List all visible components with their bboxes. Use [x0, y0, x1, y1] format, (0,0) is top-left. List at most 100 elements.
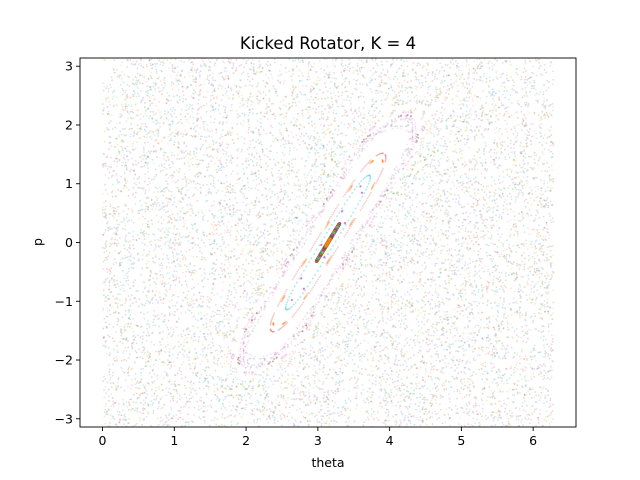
chaotic-orbit-point: [213, 229, 216, 232]
chaotic-orbit-point: [377, 177, 380, 179]
chaotic-orbit-point: [144, 217, 147, 220]
chaotic-orbit-point: [376, 374, 378, 377]
chaotic-orbit-point: [132, 60, 135, 63]
chaotic-orbit-point: [501, 82, 504, 84]
chaotic-orbit-point: [182, 133, 185, 136]
chaotic-orbit-point: [525, 242, 528, 245]
chaotic-orbit-point: [220, 233, 223, 236]
chaotic-orbit-point: [108, 395, 110, 397]
chaotic-orbit-point: [419, 424, 422, 427]
chaotic-orbit-point: [198, 304, 201, 306]
chaotic-orbit-point: [192, 80, 195, 83]
chaotic-orbit-point: [533, 81, 536, 84]
chaotic-orbit-point: [153, 281, 156, 283]
chaotic-orbit-point: [194, 243, 197, 246]
chaotic-orbit-point: [169, 137, 172, 140]
chaotic-orbit-point: [305, 132, 307, 135]
chaotic-orbit-point: [545, 410, 548, 412]
chaotic-orbit-point: [376, 212, 378, 215]
chaotic-orbit-point: [421, 271, 423, 273]
chaotic-orbit-point: [335, 248, 338, 251]
chaotic-orbit-point: [351, 220, 353, 223]
chaotic-orbit-point: [509, 142, 512, 145]
chaotic-orbit-point: [130, 345, 133, 348]
chaotic-orbit-point: [431, 179, 433, 182]
chaotic-orbit-point: [360, 129, 363, 132]
chaotic-orbit-point: [158, 204, 161, 207]
chaotic-orbit-point: [444, 314, 447, 317]
chaotic-orbit-point: [330, 80, 332, 83]
chaotic-orbit-point: [298, 306, 301, 309]
chaotic-orbit-point: [293, 238, 295, 240]
chaotic-orbit-point: [168, 351, 171, 353]
chaotic-orbit-point: [490, 389, 493, 392]
chaotic-orbit-point: [498, 216, 500, 219]
chaotic-orbit-point: [490, 370, 493, 372]
chaotic-orbit-point: [410, 288, 413, 291]
chaotic-orbit-point: [331, 333, 334, 336]
chaotic-orbit-point: [532, 388, 534, 391]
chaotic-orbit-point: [288, 172, 290, 175]
chaotic-orbit-point: [188, 406, 191, 409]
chaotic-orbit-point: [533, 270, 536, 272]
chaotic-orbit-point: [304, 417, 307, 419]
chaotic-orbit-point: [421, 128, 424, 131]
chaotic-orbit-point: [172, 255, 175, 257]
chaotic-orbit-point: [334, 59, 337, 62]
chaotic-orbit-point: [486, 168, 489, 170]
chaotic-orbit-point: [294, 344, 297, 347]
chaotic-orbit-point: [451, 273, 454, 275]
chaotic-orbit-point: [116, 303, 119, 305]
chaotic-orbit-point: [266, 230, 269, 233]
chaotic-orbit-point: [495, 382, 498, 385]
chaotic-orbit-point: [250, 395, 252, 397]
chaotic-orbit-point: [212, 85, 215, 88]
chaotic-orbit-point: [159, 269, 162, 272]
chaotic-orbit-point: [369, 211, 372, 213]
chaotic-orbit-point: [491, 348, 494, 351]
chaotic-orbit-point: [520, 111, 523, 113]
chaotic-orbit-point: [512, 302, 514, 304]
chaotic-orbit-point: [476, 234, 479, 237]
chaotic-orbit-point: [379, 279, 381, 282]
chaotic-orbit-point: [491, 367, 493, 370]
chaotic-orbit-point: [276, 227, 279, 230]
chaotic-orbit-point: [305, 232, 308, 234]
chaotic-orbit-point: [362, 167, 365, 170]
chaotic-orbit-point: [308, 365, 310, 368]
chaotic-orbit-point: [351, 269, 354, 272]
chaotic-orbit-point: [124, 91, 126, 94]
chaotic-orbit-point: [125, 349, 128, 352]
chaotic-orbit-point: [467, 248, 470, 251]
chaotic-orbit-point: [273, 58, 276, 61]
chaotic-orbit-point: [465, 211, 468, 214]
chaotic-orbit-point: [449, 141, 451, 143]
chaotic-orbit-point: [428, 130, 431, 133]
chaotic-orbit-point: [462, 282, 464, 285]
chaotic-orbit-point: [103, 251, 106, 254]
chaotic-orbit-point: [493, 128, 496, 131]
chaotic-orbit-point: [301, 264, 304, 267]
chaotic-orbit-point: [147, 412, 150, 415]
chaotic-orbit-point: [308, 292, 311, 294]
chaotic-orbit-point: [223, 362, 226, 365]
chaotic-orbit-point: [483, 152, 486, 155]
chaotic-orbit-point: [542, 215, 545, 218]
chaotic-orbit-point: [211, 272, 214, 275]
chaotic-orbit-point: [399, 389, 402, 392]
chaotic-orbit-point: [280, 418, 283, 420]
chaotic-orbit-point: [127, 374, 130, 377]
chaotic-orbit-point: [363, 113, 365, 116]
chaotic-orbit-point: [303, 261, 306, 264]
chaotic-orbit-point: [512, 369, 515, 372]
chaotic-orbit-point: [426, 92, 429, 94]
chaotic-orbit-point: [424, 410, 427, 413]
chaotic-orbit-point: [136, 131, 139, 134]
chaotic-orbit-point: [472, 417, 475, 420]
chaotic-orbit-point: [353, 154, 356, 157]
chaotic-orbit-point: [380, 390, 383, 392]
chaotic-orbit-point: [129, 135, 132, 138]
chaotic-orbit-point: [483, 150, 485, 153]
chaotic-orbit-point: [387, 311, 389, 314]
chaotic-orbit-point: [330, 420, 333, 422]
